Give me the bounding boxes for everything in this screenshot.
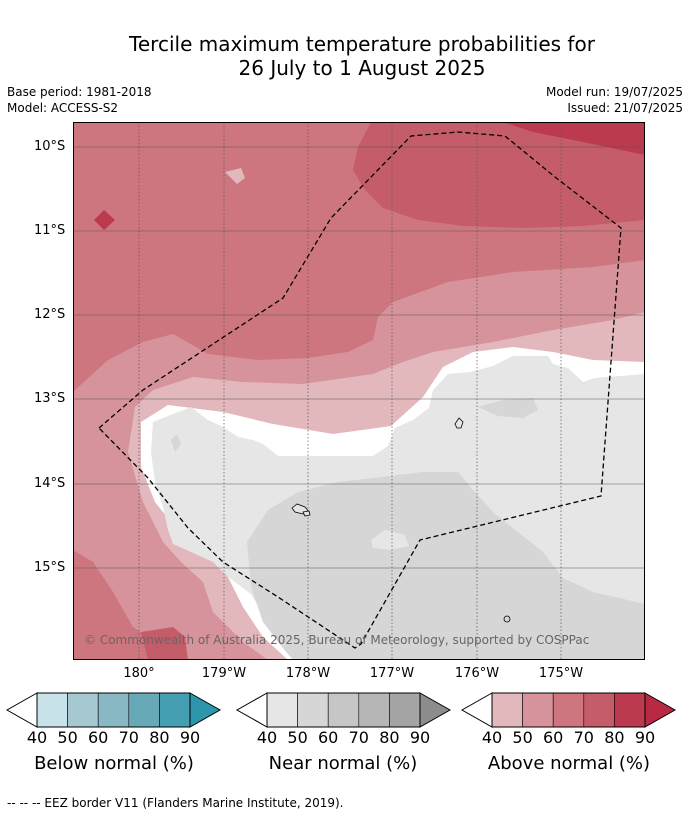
lat-label-12s: 12°S: [34, 307, 66, 322]
above-normal-title: Above normal (%): [487, 753, 651, 774]
near-normal-colorbar: [236, 692, 452, 728]
above-colorbar-cell-2: [522, 692, 554, 728]
lat-label-10s: 10°S: [34, 139, 66, 154]
below-colorbar-cell-5: [159, 692, 191, 728]
below-tick-label: 90: [179, 728, 201, 747]
island-central-small: [302, 510, 311, 517]
lat-label-14s: 14°S: [34, 476, 66, 491]
above-80-patch-west: [94, 210, 115, 230]
lat-label-11s: 11°S: [34, 223, 66, 238]
above-70-patch-south: [141, 627, 188, 660]
lon-label-178w: 178°W: [285, 666, 331, 681]
latitude-gridlines: [73, 146, 645, 569]
above-tick-label: 80: [604, 728, 625, 747]
island-southeast: [503, 615, 511, 623]
above-tick-label: 50: [512, 728, 533, 747]
near-40-patch-islet: [371, 530, 409, 550]
above-tick-label: 90: [634, 728, 656, 747]
issued-date: Issued: 21/07/2025: [567, 101, 683, 115]
lat-label-15s: 15°S: [34, 560, 66, 575]
below-tick-label: 40: [26, 728, 48, 747]
near-tick-label: 40: [256, 728, 278, 747]
lat-label-13s: 13°S: [34, 391, 66, 406]
probability-map: [73, 122, 645, 660]
below-normal-title: Below normal (%): [34, 753, 194, 774]
lon-label-177w: 177°W: [369, 666, 415, 681]
eez-footnote: -- -- -- EEZ border V11 (Flanders Marine…: [7, 796, 344, 810]
near-50-region: [247, 472, 645, 660]
above-colorbar-cell-4: [583, 692, 615, 728]
copyright-notice: © Commonwealth of Australia 2025, Bureau…: [84, 633, 590, 647]
near-colorbar-cell-2: [297, 692, 329, 728]
lon-label-179w: 179°W: [201, 666, 247, 681]
above-normal-colorbar: [461, 692, 677, 728]
above-tick-label: 70: [573, 728, 594, 747]
near-tick-label: 60: [318, 728, 339, 747]
near-tick-label: 90: [409, 728, 431, 747]
near-normal-title: Near normal (%): [268, 753, 418, 774]
lon-label-175w: 175°W: [538, 666, 584, 681]
below-colorbar-cell-3: [97, 692, 130, 728]
map-title-line1: Tercile maximum temperature probabilitie…: [129, 32, 595, 56]
near-colorbar-cell-5: [389, 692, 421, 728]
near-colorbar-cell-3: [327, 692, 360, 728]
island-east: [454, 417, 464, 429]
base-period: Base period: 1981-2018: [7, 85, 152, 99]
below-tick-label: 50: [57, 728, 78, 747]
below-tick-label: 80: [149, 728, 170, 747]
near-tick-label: 50: [287, 728, 308, 747]
near-50-patch-west: [171, 434, 181, 452]
below-tick-label: 60: [88, 728, 109, 747]
near-tick-label: 70: [348, 728, 369, 747]
below-tick-label: 70: [118, 728, 139, 747]
map-title-line2: 26 July to 1 August 2025: [238, 56, 486, 80]
below-colorbar-cell-1: [36, 692, 68, 728]
eez-border: [98, 131, 622, 649]
near-colorbar-cell-4: [358, 692, 390, 728]
model-name: Model: ACCESS-S2: [7, 101, 119, 115]
above-tick-label: 60: [543, 728, 564, 747]
below-normal-colorbar: [6, 692, 222, 728]
near-50-patch-east: [478, 398, 538, 418]
model-run-date: Model run: 19/07/2025: [545, 85, 683, 99]
lon-label-176w: 176°W: [454, 666, 500, 681]
lon-label-180: 180°: [123, 666, 155, 681]
longitude-gridlines: [138, 122, 562, 660]
above-colorbar-cell-3: [552, 692, 585, 728]
near-colorbar-cell-1: [266, 692, 298, 728]
below-colorbar-cell-2: [67, 692, 99, 728]
below-colorbar-cell-4: [128, 692, 160, 728]
near-tick-label: 80: [379, 728, 400, 747]
above-50-patch-north: [225, 168, 245, 184]
above-70-region: [353, 122, 645, 228]
above-colorbar-cell-5: [614, 692, 646, 728]
above-tick-label: 40: [481, 728, 503, 747]
above-colorbar-cell-1: [491, 692, 523, 728]
